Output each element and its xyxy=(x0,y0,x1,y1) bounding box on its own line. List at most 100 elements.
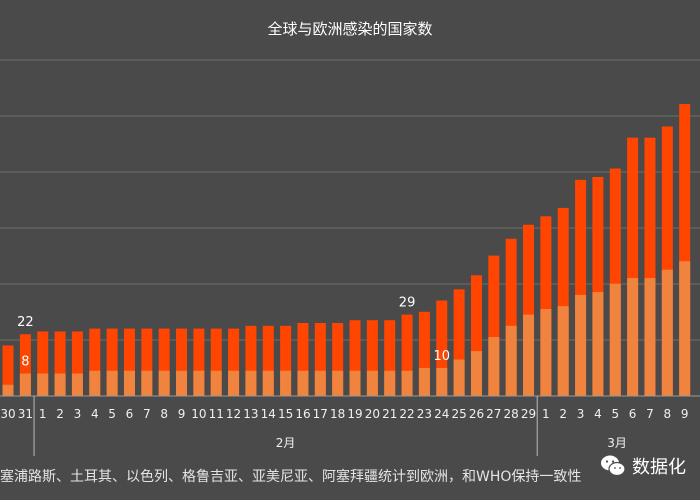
bar-global xyxy=(401,314,413,396)
bar-europe xyxy=(679,261,691,396)
bar-global xyxy=(71,331,83,396)
bar-europe xyxy=(2,384,14,396)
bar-europe xyxy=(228,370,240,396)
bar-global xyxy=(384,320,396,396)
bar-europe xyxy=(314,370,326,396)
x-tick-label: 3 xyxy=(74,407,82,421)
bar-europe xyxy=(418,367,430,396)
x-tick-label: 30 xyxy=(0,407,15,421)
bar-europe xyxy=(523,314,535,396)
bar-global xyxy=(89,328,101,396)
bar-europe xyxy=(592,292,604,396)
bar-global xyxy=(123,328,135,396)
bar-europe xyxy=(245,370,257,396)
bar-global xyxy=(280,325,292,396)
footnote: 塞浦路斯、土耳其、以色列、格鲁吉亚、亚美尼亚、阿塞拜疆统计到欧洲，和WHO保持一… xyxy=(0,469,582,485)
bar-europe xyxy=(557,306,569,396)
bar-europe xyxy=(366,370,378,396)
x-tick-label: 5 xyxy=(611,407,619,421)
bar-global xyxy=(418,311,430,396)
x-tick-label: 17 xyxy=(313,407,328,421)
bar-global xyxy=(349,320,361,396)
x-tick-label: 19 xyxy=(347,407,362,421)
x-tick-label: 8 xyxy=(160,407,168,421)
bar-global xyxy=(228,328,240,396)
x-tick-label: 20 xyxy=(365,407,380,421)
bar-europe xyxy=(470,351,482,396)
x-month-label: 2月 xyxy=(276,436,296,450)
x-tick-label: 28 xyxy=(504,407,519,421)
data-labels: 22 8 29 10 xyxy=(17,296,450,370)
bar-europe xyxy=(575,294,587,396)
bar-europe xyxy=(609,283,621,396)
x-tick-label: 31 xyxy=(18,407,33,421)
x-tick-label: 5 xyxy=(108,407,116,421)
x-tick-label: 4 xyxy=(91,407,99,421)
x-tick-label: 21 xyxy=(382,407,397,421)
bar-global xyxy=(557,207,569,396)
x-axis: 2930311234567891011121314151617181920212… xyxy=(0,395,700,456)
bar-europe xyxy=(37,373,49,396)
bar-europe xyxy=(349,370,361,396)
bar-global xyxy=(470,275,482,396)
bar-global xyxy=(37,331,49,396)
bar-europe xyxy=(488,337,500,396)
bar-global xyxy=(644,137,656,396)
bar-global xyxy=(2,345,14,396)
bar-global xyxy=(314,323,326,396)
bar-europe xyxy=(644,278,656,396)
x-tick-label: 11 xyxy=(209,407,224,421)
bar-global xyxy=(523,224,535,396)
bar-global xyxy=(453,289,465,396)
x-tick-label: 25 xyxy=(451,407,466,421)
x-tick-label: 9 xyxy=(681,407,689,421)
bar-global xyxy=(609,168,621,396)
bar-global xyxy=(592,177,604,396)
x-tick-label: 6 xyxy=(126,407,134,421)
bar-europe xyxy=(661,269,673,396)
bar-europe xyxy=(332,370,344,396)
x-tick-label: 29 xyxy=(521,407,536,421)
x-tick-label: 9 xyxy=(178,407,186,421)
x-tick-label: 14 xyxy=(261,407,276,421)
bar-europe xyxy=(89,370,101,396)
x-tick-label: 23 xyxy=(417,407,432,421)
bar-global xyxy=(19,334,31,396)
bar-europe xyxy=(210,370,222,396)
bar-global xyxy=(366,320,378,396)
bar-europe xyxy=(106,370,118,396)
x-tick-label: 2 xyxy=(56,407,64,421)
x-tick-label: 27 xyxy=(486,407,501,421)
bar-europe xyxy=(540,308,552,396)
x-tick-label: 10 xyxy=(191,407,206,421)
x-tick-label: 12 xyxy=(226,407,241,421)
bar-europe xyxy=(193,370,205,396)
chart-title: 全球与欧洲感染的国家数 xyxy=(267,20,432,38)
bar-global xyxy=(158,328,170,396)
x-tick-label: 26 xyxy=(469,407,484,421)
x-tick-label: 24 xyxy=(434,407,449,421)
bar-series xyxy=(2,104,691,396)
x-tick-label: 13 xyxy=(243,407,258,421)
bar-europe xyxy=(436,367,448,396)
bar-global xyxy=(679,104,691,396)
x-month-label: 3月 xyxy=(607,436,627,450)
bar-europe xyxy=(401,370,413,396)
data-label: 29 xyxy=(399,296,416,311)
bar-global xyxy=(436,300,448,396)
bar-global xyxy=(262,325,274,396)
bar-global xyxy=(575,179,587,396)
data-label: 10 xyxy=(434,349,451,364)
wechat-icon xyxy=(601,455,626,477)
data-label: 8 xyxy=(21,355,29,370)
x-tick-label: 15 xyxy=(278,407,293,421)
bar-europe xyxy=(19,373,31,396)
bar-global xyxy=(297,323,309,396)
bar-global xyxy=(176,328,188,396)
bar-global xyxy=(210,328,222,396)
bar-europe xyxy=(71,373,83,396)
bar-global xyxy=(488,255,500,396)
bar-global xyxy=(245,325,257,396)
bar-global xyxy=(505,238,517,396)
